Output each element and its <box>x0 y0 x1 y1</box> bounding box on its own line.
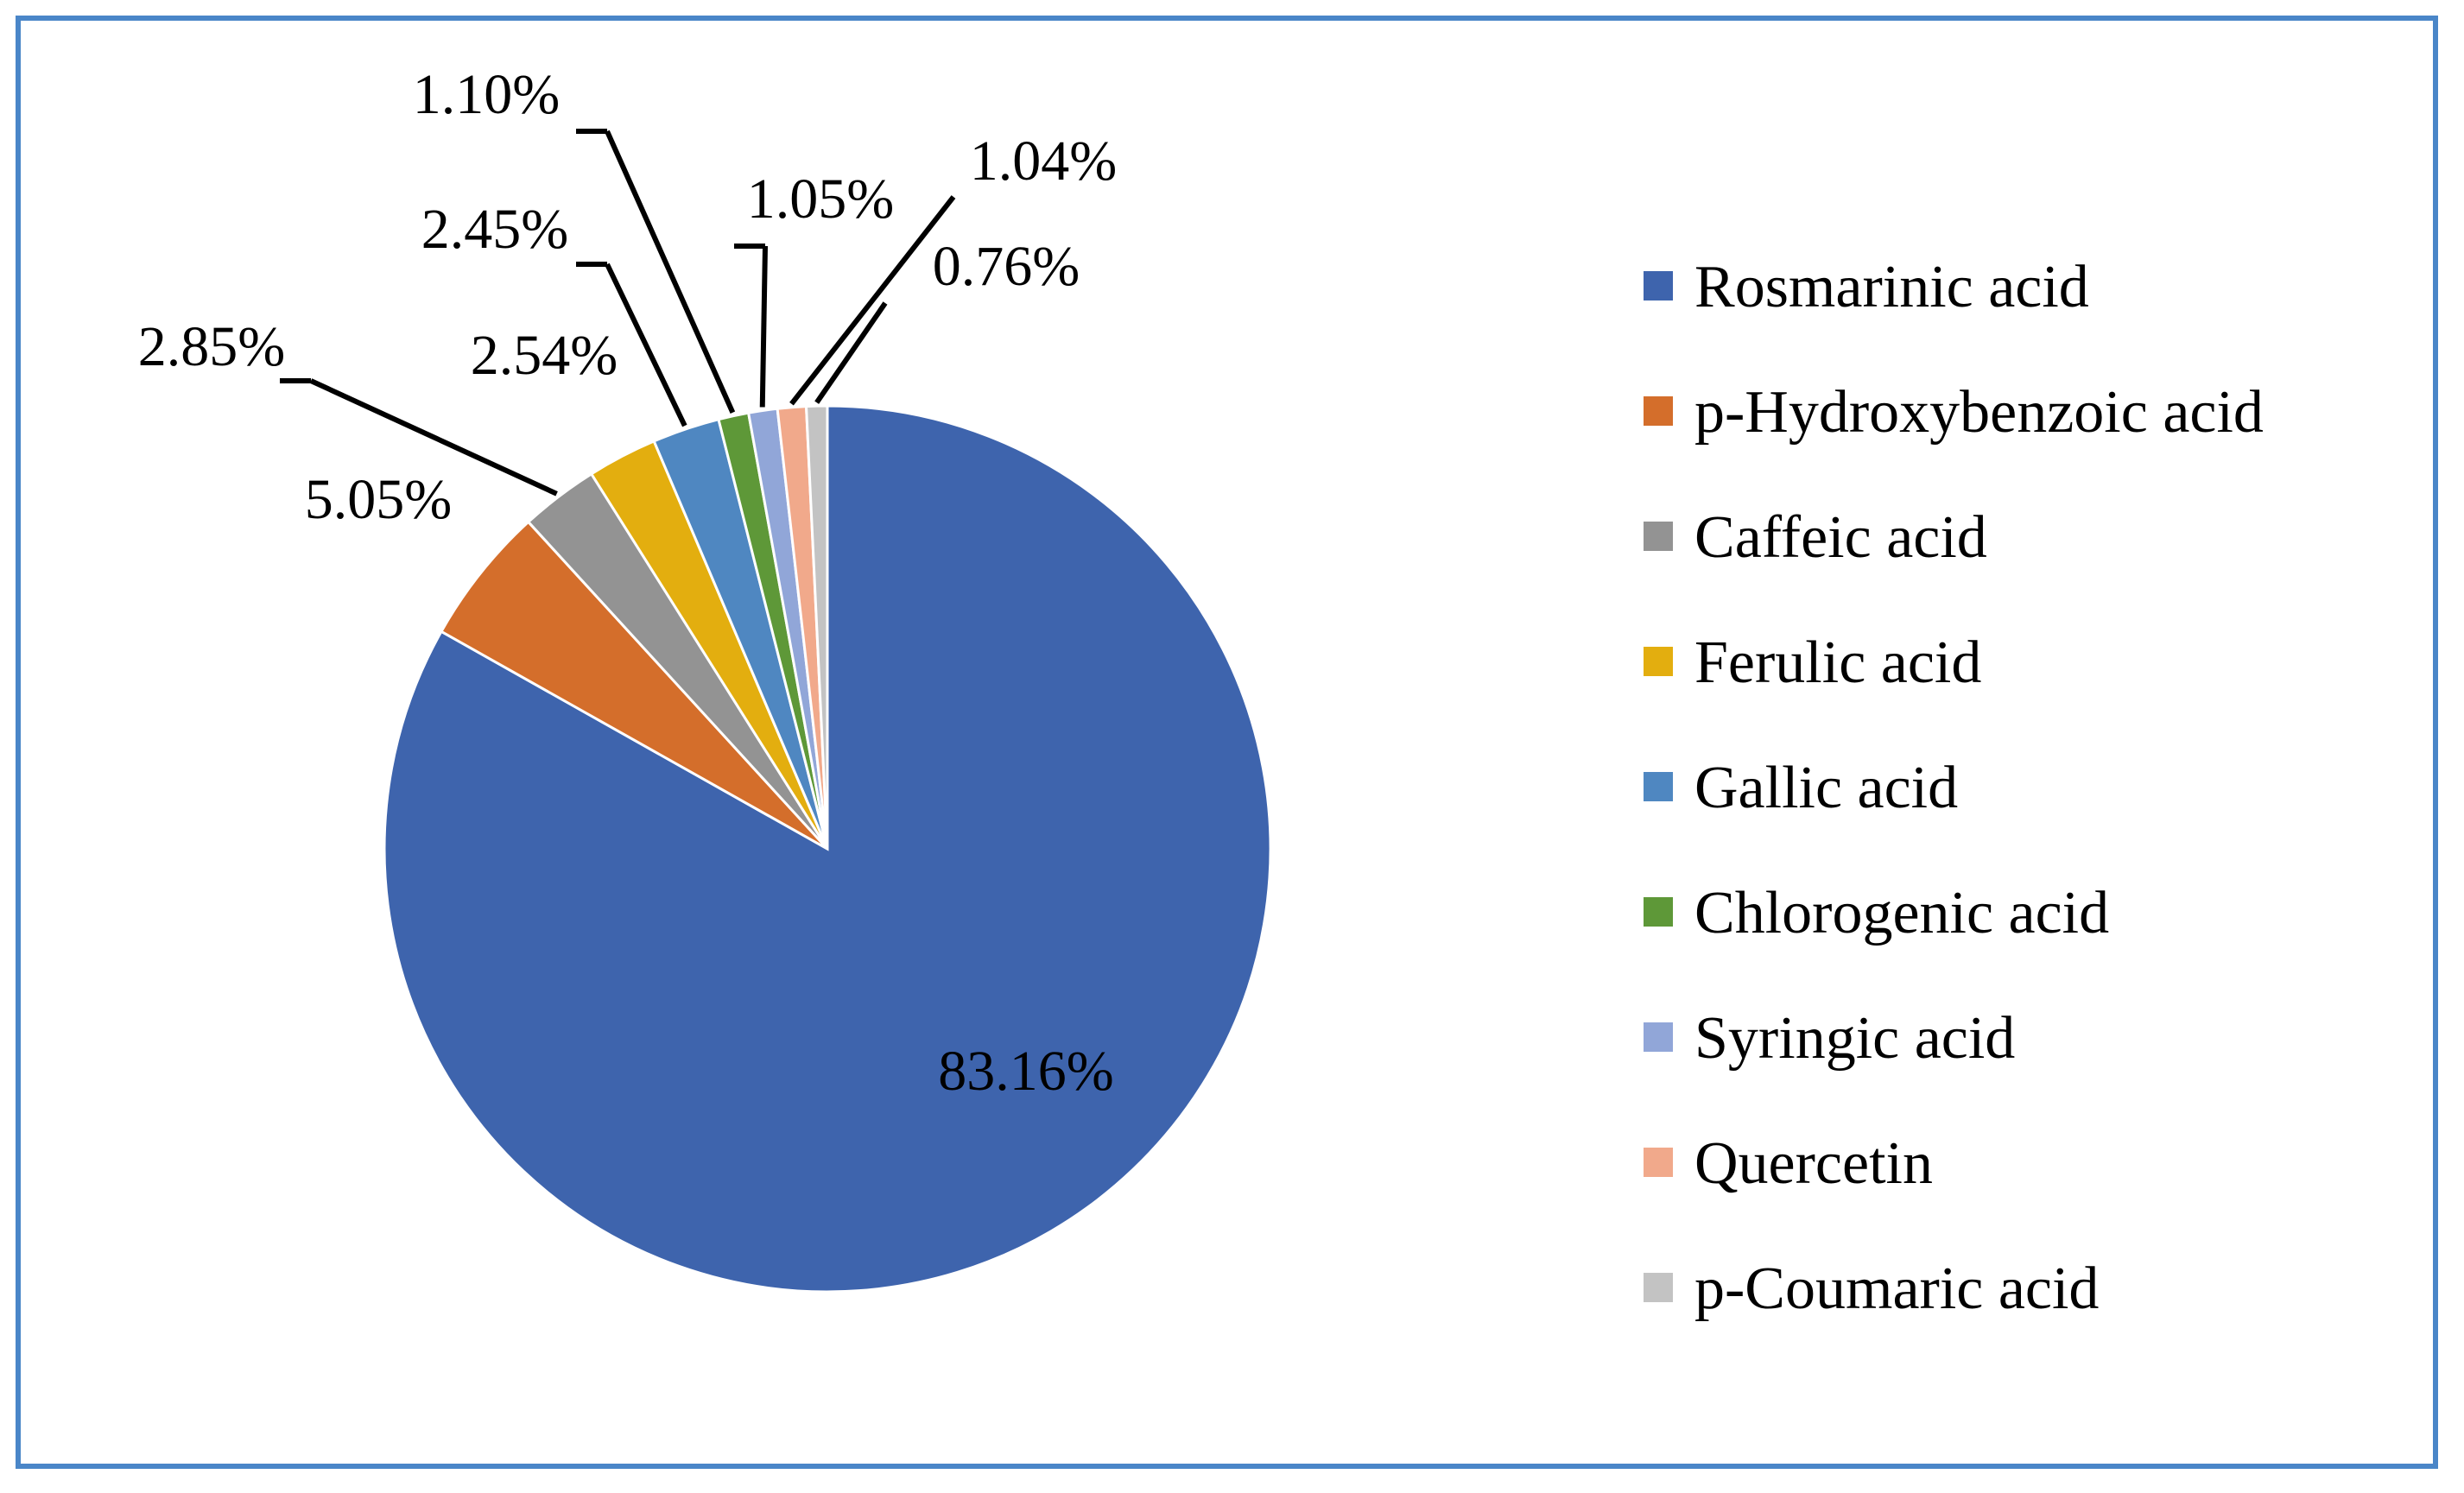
data-label-syringic-acid: 1.05% <box>747 168 894 231</box>
legend-label-p-hydroxybenzoic-acid: p-Hydroxybenzoic acid <box>1694 379 2264 446</box>
legend-swatch-ferulic-acid <box>1644 647 1673 676</box>
legend-label-ferulic-acid: Ferulic acid <box>1694 629 1981 696</box>
legend-swatch-rosmarinic-acid <box>1644 271 1673 300</box>
legend-label-rosmarinic-acid: Rosmarinic acid <box>1694 254 2089 320</box>
leader-line-caffeic-acid <box>309 378 558 497</box>
leader-line-syringic-acid <box>759 245 768 408</box>
data-label-p-hydroxybenzoic-acid: 5.05% <box>305 468 452 531</box>
legend-label-syringic-acid: Syringic acid <box>1694 1005 2015 1072</box>
pie-slices <box>383 404 1272 1294</box>
legend-label-chlorogenic-acid: Chlorogenic acid <box>1694 880 2109 946</box>
data-labels: 83.16% 5.05% 2.85% 2.54% 2.45% 1.10% 1.05% 1.04… <box>138 63 1117 1103</box>
legend-swatch-quercetin <box>1644 1148 1673 1177</box>
leader-line-chlorogenic-acid <box>605 130 736 414</box>
legend-swatch-syringic-acid <box>1644 1022 1673 1052</box>
legend: Rosmarinic acid p-Hydroxybenzoic acid Caff… <box>1644 254 2264 1322</box>
leader-line-gallic-acid <box>605 263 687 427</box>
data-label-chlorogenic-acid: 1.10% <box>413 63 560 126</box>
legend-label-caffeic-acid: Caffeic acid <box>1694 504 1987 571</box>
legend-swatch-p-coumaric-acid <box>1644 1273 1673 1302</box>
slice-p-coumaric-acid <box>804 404 829 850</box>
data-label-ferulic-acid: 2.54% <box>471 324 618 387</box>
legend-swatch-gallic-acid <box>1644 772 1673 801</box>
leader-lines <box>280 129 956 497</box>
data-label-quercetin: 1.04% <box>970 130 1117 193</box>
legend-label-gallic-acid: Gallic acid <box>1694 755 1958 821</box>
legend-label-p-coumaric-acid: p-Coumaric acid <box>1694 1256 2099 1322</box>
legend-label-quercetin: Quercetin <box>1694 1130 1933 1197</box>
data-label-rosmarinic-acid: 83.16% <box>938 1040 1113 1103</box>
leader-line-quercetin <box>789 195 956 406</box>
legend-swatch-p-hydroxybenzoic-acid <box>1644 396 1673 426</box>
legend-swatch-chlorogenic-acid <box>1644 897 1673 927</box>
legend-swatch-caffeic-acid <box>1644 522 1673 551</box>
data-label-gallic-acid: 2.45% <box>421 198 568 261</box>
leader-line-p-coumaric-acid <box>814 301 888 404</box>
data-label-caffeic-acid: 2.85% <box>138 315 285 378</box>
slice-p-hydroxybenzoic-acid <box>439 520 829 851</box>
data-label-p-coumaric-acid: 0.76% <box>933 235 1080 298</box>
